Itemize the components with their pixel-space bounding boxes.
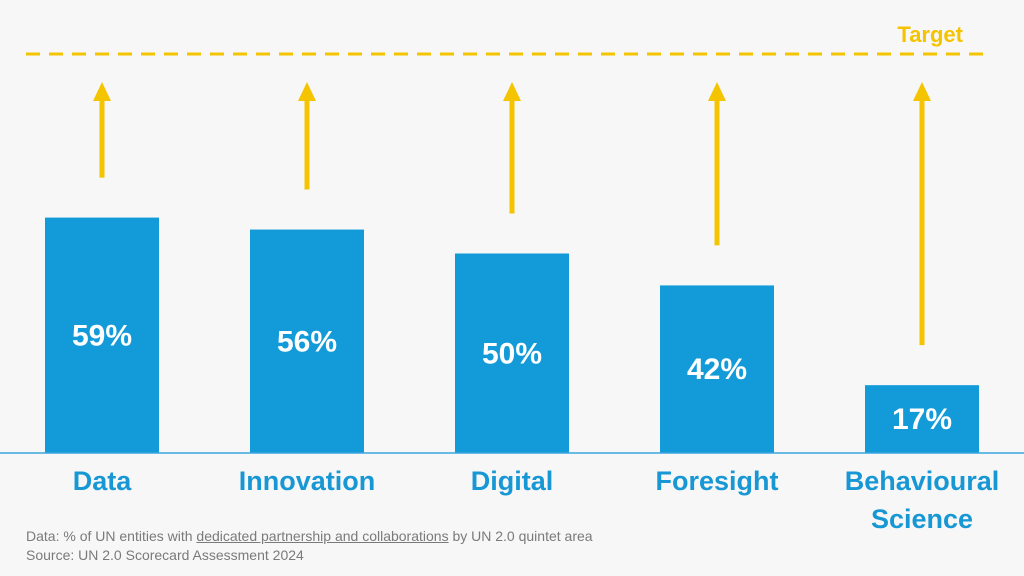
category-label-data: Data [73,466,133,496]
arrow-up-icon [503,82,521,101]
category-label-behavioural-science-line2: Science [871,504,973,534]
value-label-digital: 50% [482,337,542,370]
bar-behavioural-science [865,385,979,453]
value-label-data: 59% [72,319,132,352]
footnote-link[interactable]: dedicated partnership and collaborations [196,528,449,544]
bar-data [45,217,159,453]
value-label-behavioural-science: 17% [892,403,952,436]
arrow-up-icon [913,82,931,101]
footnote-data: Data: % of UN entities with dedicated pa… [26,528,593,544]
value-label-foresight: 42% [687,353,747,386]
value-label-innovation: 56% [277,325,337,358]
category-label-digital: Digital [471,466,554,496]
bar-foresight [660,285,774,453]
category-label-foresight: Foresight [655,466,778,496]
footnote-suffix: by UN 2.0 quintet area [448,528,593,544]
category-label-innovation: Innovation [239,466,376,496]
arrow-up-icon [93,82,111,101]
bar-digital [455,253,569,453]
arrow-up-icon [298,82,316,101]
footnote-prefix: Data: % of UN entities with [26,528,197,544]
footnote-source: Source: UN 2.0 Scorecard Assessment 2024 [26,547,304,563]
target-label: Target [897,22,963,47]
category-label-behavioural-science-line1: Behavioural [845,466,1000,496]
bar-innovation [250,229,364,453]
arrow-up-icon [708,82,726,101]
